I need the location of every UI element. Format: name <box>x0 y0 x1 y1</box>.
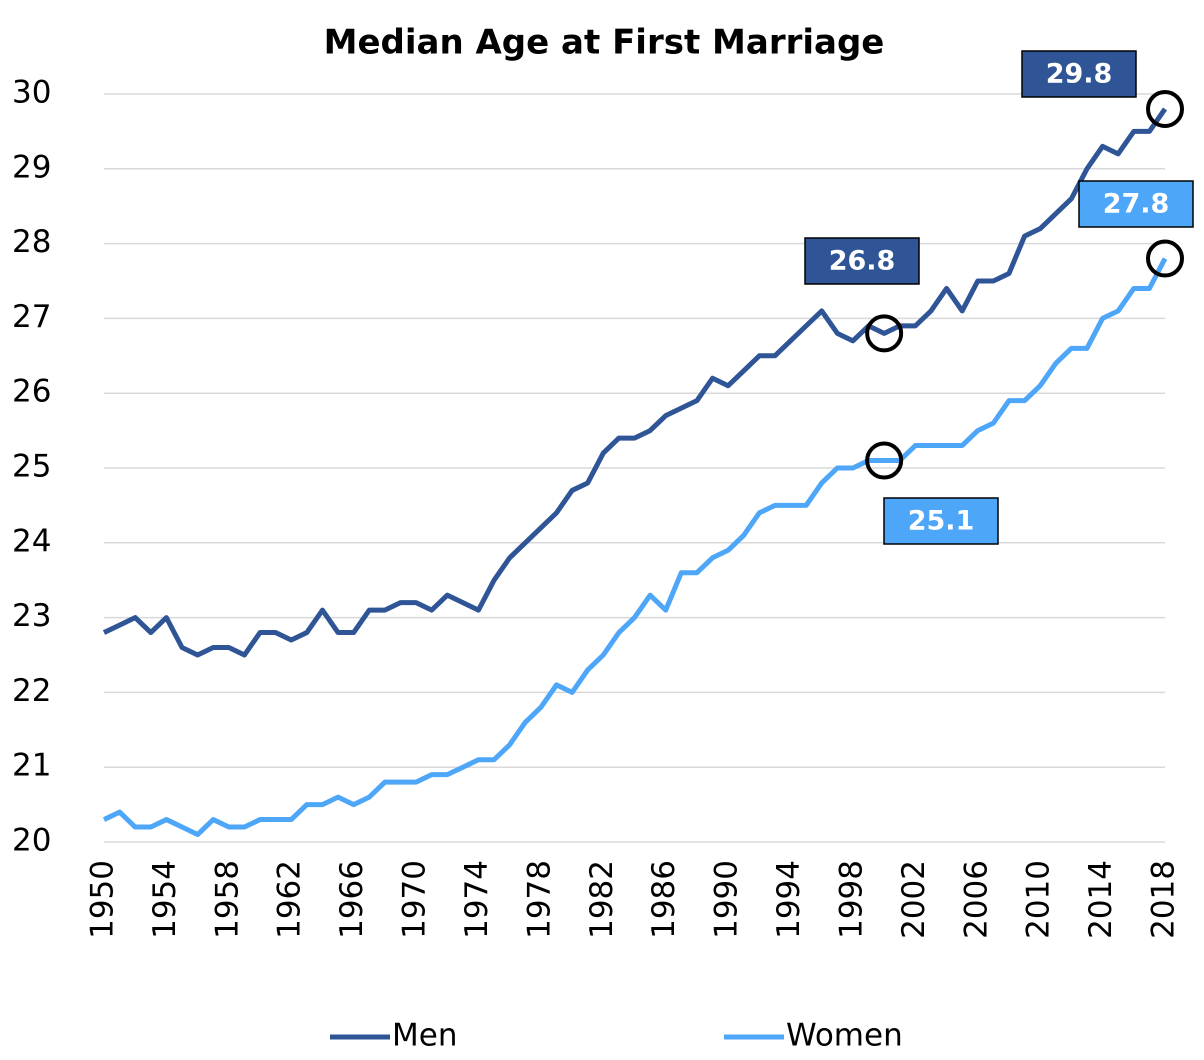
series-line <box>102 107 1168 658</box>
x-tick-label: 1958 <box>209 860 245 939</box>
annotation-box <box>804 237 920 285</box>
chart-title: Median Age at First Marriage <box>324 23 885 63</box>
highlight-circle <box>865 441 904 480</box>
annotation-box <box>1078 180 1194 228</box>
x-tick-label: 2006 <box>958 860 994 939</box>
y-tick-label: 21 <box>12 748 51 784</box>
y-tick-label: 27 <box>12 299 51 335</box>
y-tick-label: 30 <box>12 75 51 111</box>
annotation-box <box>1021 50 1137 98</box>
x-tick-label: 2010 <box>1021 860 1057 939</box>
highlight-circle <box>865 314 904 353</box>
x-tick-label: 1982 <box>584 860 620 939</box>
y-tick-label: 28 <box>12 224 51 260</box>
highlight-circle <box>1146 239 1184 278</box>
legend-label: Women <box>786 1018 903 1054</box>
highlight-circle <box>1146 89 1184 128</box>
x-tick-label: 1966 <box>334 860 370 939</box>
x-tick-label: 1950 <box>85 860 121 939</box>
annotation-label: 27.8 <box>1103 189 1170 220</box>
y-tick-label: 25 <box>12 449 51 485</box>
x-tick-label: 1998 <box>833 860 869 939</box>
x-tick-label: 1986 <box>646 860 682 939</box>
x-tick-label: 2018 <box>1146 860 1182 939</box>
annotation-label: 25.1 <box>908 506 975 537</box>
x-tick-label: 1990 <box>709 860 745 939</box>
y-tick-label: 29 <box>12 149 51 185</box>
annotation-label: 26.8 <box>829 246 896 277</box>
x-tick-label: 1994 <box>771 860 807 939</box>
series-line <box>102 257 1168 838</box>
y-tick-label: 20 <box>12 823 51 859</box>
x-tick-label: 2014 <box>1083 860 1119 939</box>
x-tick-label: 2002 <box>896 860 932 939</box>
x-tick-label: 1954 <box>147 860 183 939</box>
y-tick-label: 24 <box>12 523 51 559</box>
x-tick-label: 1962 <box>272 860 308 939</box>
x-tick-label: 1978 <box>521 860 557 939</box>
annotation-box <box>883 497 999 545</box>
legend-label: Men <box>392 1018 457 1054</box>
y-tick-label: 23 <box>12 598 51 634</box>
y-tick-label: 22 <box>12 673 51 709</box>
x-tick-label: 1974 <box>459 860 495 939</box>
annotation-label: 29.8 <box>1046 59 1113 90</box>
x-tick-label: 1970 <box>397 860 433 939</box>
y-tick-label: 26 <box>12 374 51 410</box>
